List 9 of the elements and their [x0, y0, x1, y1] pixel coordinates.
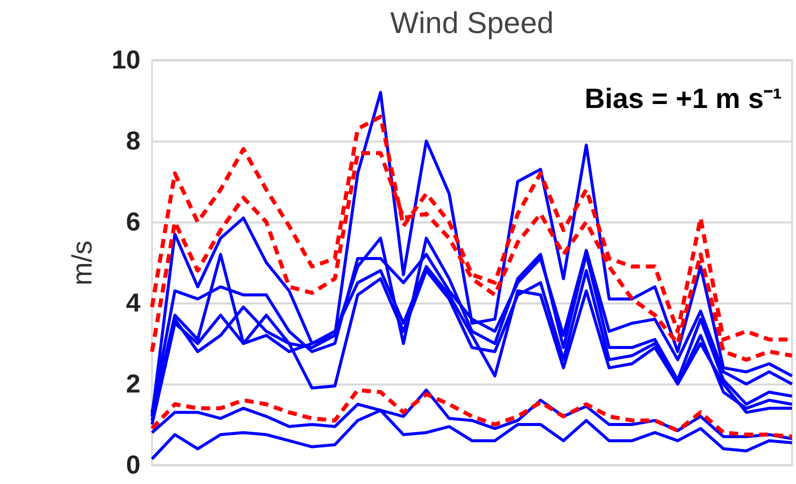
- y-tick-label: 2: [126, 368, 140, 398]
- y-tick-label: 8: [126, 126, 140, 156]
- y-axis-title: m/s: [66, 240, 98, 286]
- annotation: Bias = +1 m s⁻¹: [584, 83, 782, 114]
- y-tick-label: 6: [126, 206, 140, 236]
- y-tick-label: 4: [126, 288, 142, 318]
- y-tick-label: 0: [126, 450, 140, 480]
- chart-title: Wind Speed: [390, 7, 554, 40]
- y-tick-label: 10: [112, 44, 140, 74]
